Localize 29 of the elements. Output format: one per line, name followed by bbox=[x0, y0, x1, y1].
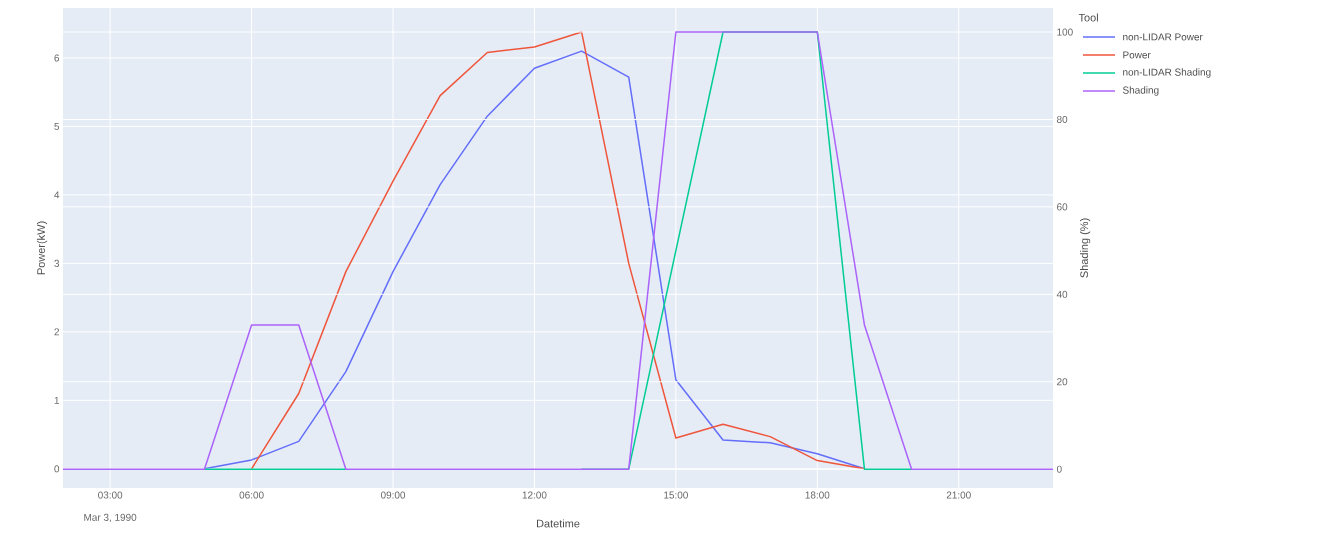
y-tick-label: 4 bbox=[54, 191, 60, 199]
y2-tick-label: 0 bbox=[1056, 465, 1062, 473]
x-tick-label: 15:00 bbox=[664, 491, 688, 499]
y2-axis-title: Shading (%) bbox=[1080, 218, 1091, 278]
x-tick-label: 03:00 bbox=[98, 491, 123, 499]
y-tick-label: 6 bbox=[54, 54, 60, 62]
x-tick-label: 06:00 bbox=[239, 491, 264, 499]
x-axis-title: Datetime bbox=[537, 519, 580, 528]
y2-tick-label: 80 bbox=[1056, 115, 1068, 123]
legend-title: Tool bbox=[1078, 13, 1098, 22]
y-tick-label: 1 bbox=[54, 396, 60, 404]
y2-tick-label: 100 bbox=[1057, 28, 1073, 36]
y-tick-label: 5 bbox=[54, 122, 60, 130]
y-axis-title: Power(kW) bbox=[36, 221, 48, 275]
legend-label: non-LIDAR Power bbox=[1123, 33, 1203, 41]
text: Mar 3, 1990 bbox=[84, 513, 137, 523]
y2-tick-label: 20 bbox=[1057, 378, 1068, 386]
x-tick-label: 18:00 bbox=[805, 491, 830, 499]
y-tick-label: 2 bbox=[54, 328, 59, 336]
x-tick-label: 09:00 bbox=[380, 491, 406, 499]
y2-tick-label: 40 bbox=[1056, 290, 1068, 298]
x-tick-label: 21:00 bbox=[946, 491, 971, 499]
x-tick-label: 12:00 bbox=[522, 491, 547, 499]
legend-label: non-LIDAR Shading bbox=[1123, 68, 1211, 78]
y-tick-label: 0 bbox=[54, 465, 60, 473]
legend-label: Shading bbox=[1122, 86, 1159, 96]
legend-label: Power bbox=[1123, 51, 1151, 59]
y-tick-label: 3 bbox=[54, 259, 60, 267]
y2-tick-label: 60 bbox=[1057, 203, 1068, 211]
